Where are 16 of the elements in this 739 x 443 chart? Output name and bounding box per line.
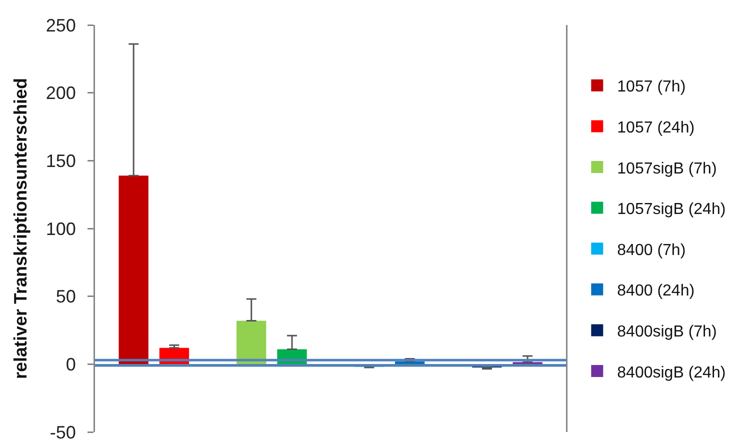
y-axis-title: relativer Transkriptionsunterschied [10,78,30,380]
legend-label: 8400sigB (7h) [617,323,717,340]
y-tick-label: 150 [46,150,76,171]
legend-label: 1057 (7h) [617,78,686,96]
y-tick-label: 250 [46,15,76,36]
y-tick-label: 200 [46,83,76,104]
y-tick-label: 0 [66,354,76,374]
y-tick-label: -50 [50,422,76,442]
legend-label: 1057sigB (7h) [617,160,717,178]
legend-label: 8400 (7h) [617,242,686,259]
legend-label: 1057sigB (24h) [617,201,726,218]
legend-label: 8400sigB (24h) [617,364,726,382]
y-tick-label: 100 [46,218,76,239]
legend-label: 8400 (24h) [617,282,695,300]
legend-label: 1057 (24h) [617,119,695,136]
y-tick-label: 50 [56,286,76,307]
